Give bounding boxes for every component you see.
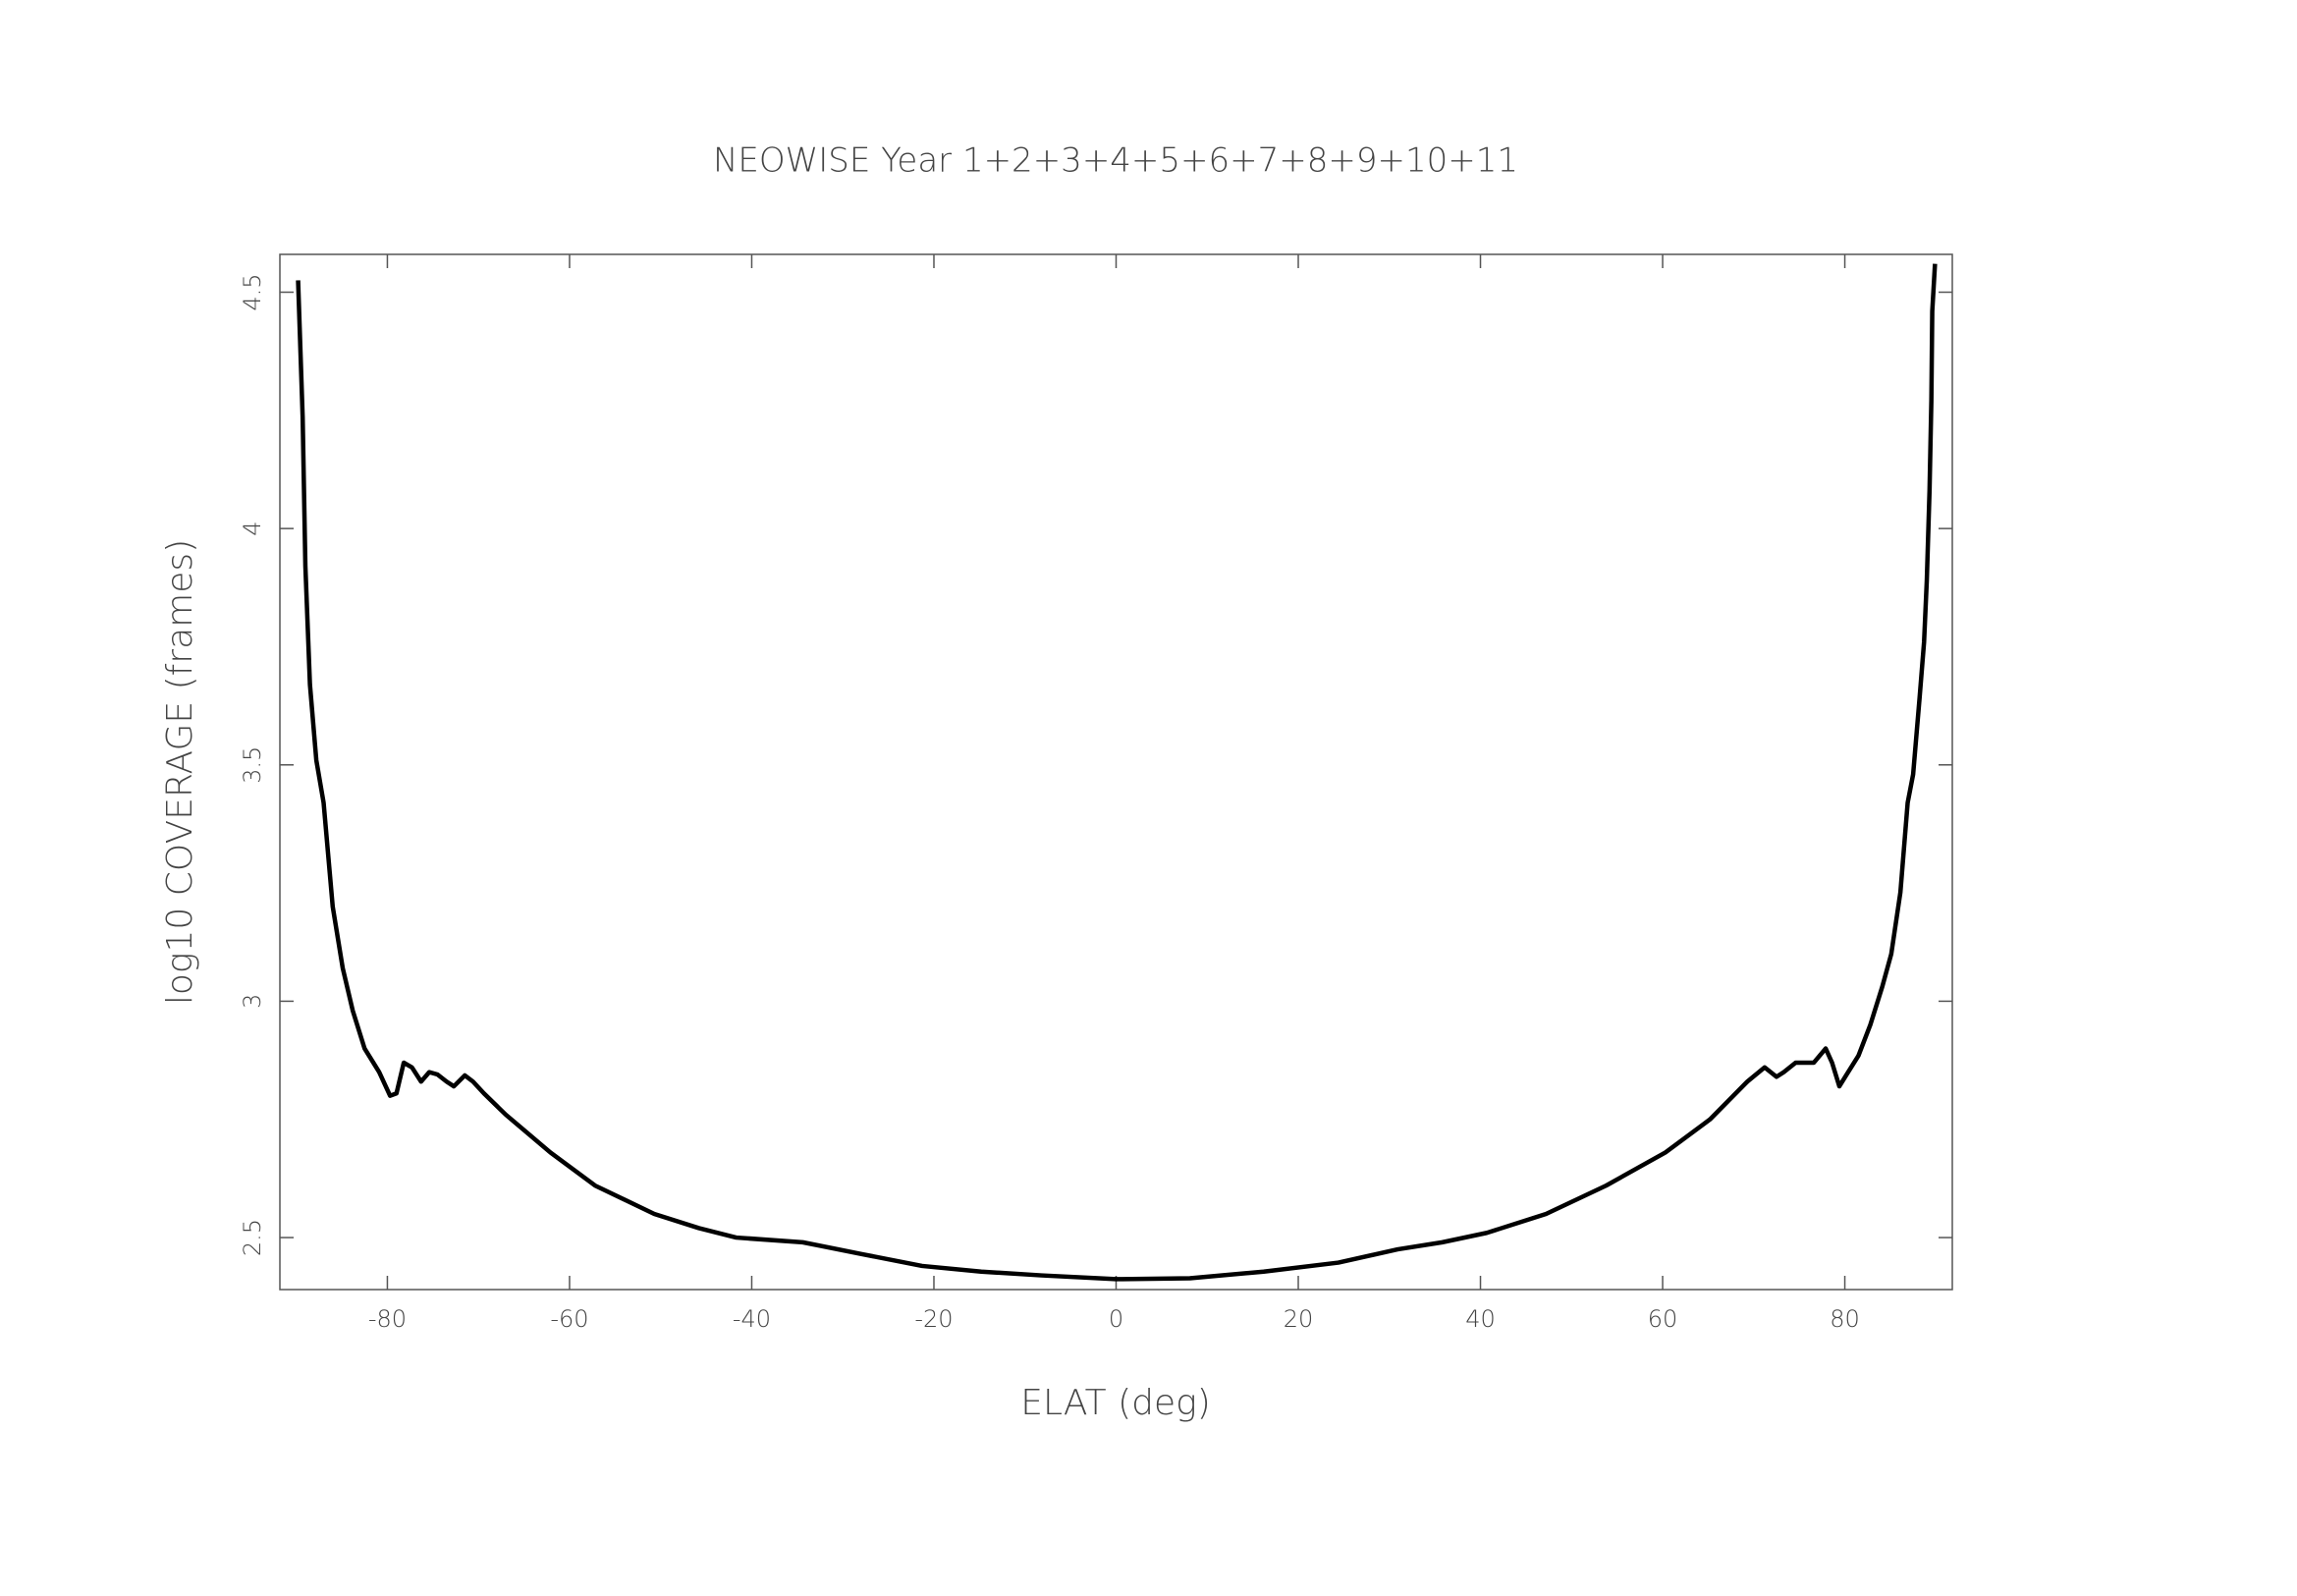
x-tick-label: -60	[550, 1305, 588, 1333]
x-tick-label: -40	[733, 1305, 771, 1333]
x-tick-label: 0	[1109, 1305, 1123, 1333]
x-tick-label: 40	[1465, 1305, 1496, 1333]
y-tick-label: 2.5	[239, 1219, 266, 1256]
y-tick-label: 3	[239, 994, 266, 1009]
x-tick-label: -80	[368, 1305, 407, 1333]
x-tick-label: 20	[1284, 1305, 1314, 1333]
y-tick-label: 4	[239, 522, 266, 536]
y-tick-label: 4.5	[239, 273, 266, 310]
y-tick-label: 3.5	[239, 746, 266, 784]
x-tick-label: 60	[1648, 1305, 1678, 1333]
x-axis-label: ELAT (deg)	[1020, 1383, 1211, 1423]
x-tick-label: -20	[914, 1305, 953, 1333]
x-tick-label: 80	[1830, 1305, 1860, 1333]
y-axis-label: log10 COVERAGE (frames)	[160, 539, 200, 1005]
data-line	[296, 263, 1938, 1282]
chart-title: NEOWISE Year 1+2+3+4+5+6+7+8+9+10+11	[713, 141, 1518, 181]
